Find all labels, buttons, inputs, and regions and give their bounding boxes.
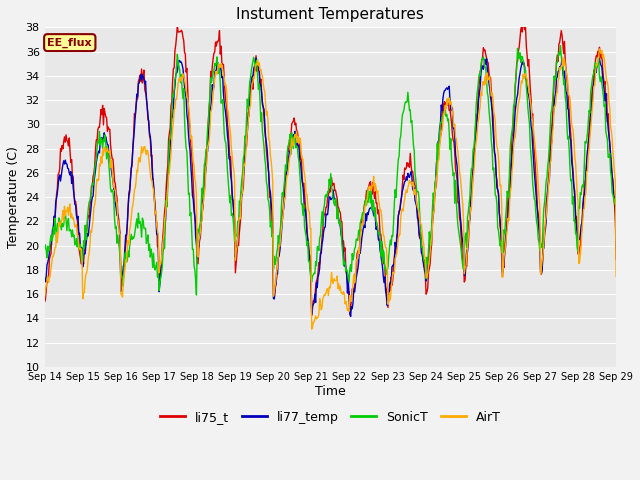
AirT <box>417 221 425 227</box>
Line: SonicT: SonicT <box>45 46 616 295</box>
AirT <box>41 295 49 300</box>
Text: EE_flux: EE_flux <box>47 37 92 48</box>
li75_t <box>308 312 316 318</box>
Line: AirT: AirT <box>45 49 616 329</box>
SonicT <box>41 246 49 252</box>
li77_temp <box>168 113 175 119</box>
SonicT <box>199 195 207 201</box>
AirT <box>596 46 604 52</box>
li77_temp <box>402 178 410 184</box>
li75_t <box>168 99 175 105</box>
Y-axis label: Temperature (C): Temperature (C) <box>7 146 20 248</box>
AirT <box>308 326 316 332</box>
li75_t <box>41 299 49 305</box>
SonicT <box>110 197 118 203</box>
Legend: li75_t, li77_temp, SonicT, AirT: li75_t, li77_temp, SonicT, AirT <box>156 406 506 429</box>
li77_temp <box>110 186 118 192</box>
li75_t <box>520 19 528 25</box>
li77_temp <box>51 215 59 221</box>
SonicT <box>168 112 175 118</box>
Line: li77_temp: li77_temp <box>45 58 616 316</box>
Title: Instument Temperatures: Instument Temperatures <box>236 7 424 22</box>
AirT <box>110 184 118 190</box>
AirT <box>612 274 620 279</box>
li77_temp <box>419 249 426 255</box>
li77_temp <box>198 214 206 219</box>
li75_t <box>198 210 206 216</box>
SonicT <box>557 43 564 48</box>
SonicT <box>417 244 425 250</box>
li77_temp <box>347 313 355 319</box>
li77_temp <box>252 55 260 61</box>
SonicT <box>51 215 59 221</box>
SonicT <box>612 204 620 210</box>
li75_t <box>110 167 118 172</box>
li77_temp <box>41 275 49 281</box>
AirT <box>51 245 59 251</box>
SonicT <box>401 102 408 108</box>
li77_temp <box>612 246 620 252</box>
li75_t <box>417 236 425 241</box>
AirT <box>401 196 408 202</box>
X-axis label: Time: Time <box>315 384 346 397</box>
SonicT <box>193 292 200 298</box>
li75_t <box>612 256 620 262</box>
Line: li75_t: li75_t <box>45 22 616 315</box>
AirT <box>168 137 175 143</box>
li75_t <box>51 215 59 221</box>
AirT <box>198 218 206 224</box>
li75_t <box>401 165 408 171</box>
